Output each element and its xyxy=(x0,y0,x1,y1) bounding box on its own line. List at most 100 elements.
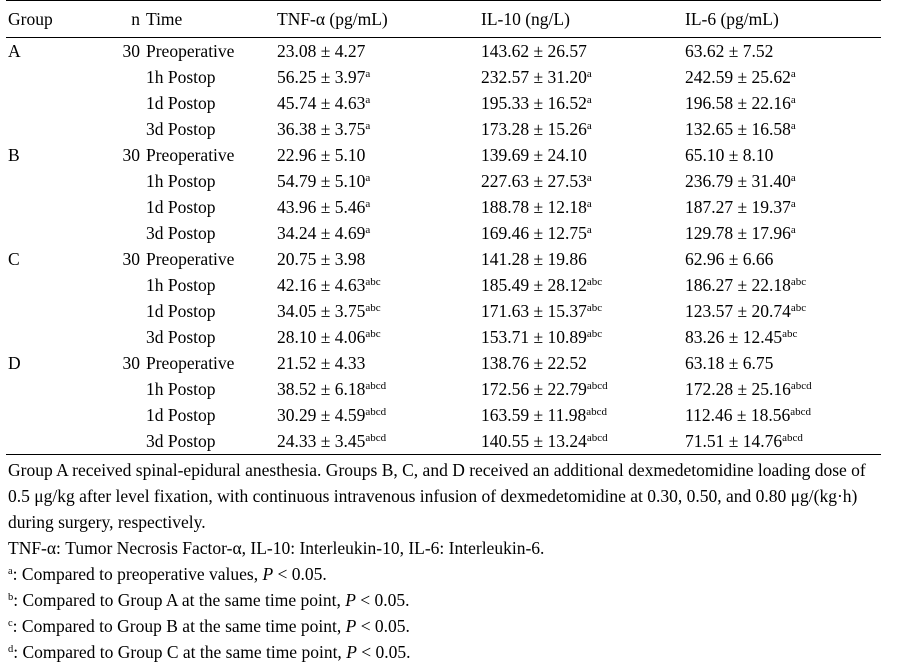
footnote-mark: c xyxy=(8,618,13,629)
significance-marker: abc xyxy=(790,301,807,314)
cell-time-value: 1d Postop xyxy=(146,300,216,321)
cell-time-value: 1d Postop xyxy=(146,404,216,425)
significance-marker: a xyxy=(790,93,796,106)
cell-il6: 196.58 ± 22.16a xyxy=(685,90,881,116)
significance-marker: abcd xyxy=(790,379,812,392)
cell-tnf-value: 21.52 ± 4.33 xyxy=(277,352,366,373)
significance-marker: a xyxy=(586,119,592,132)
cell-n-value: 30 xyxy=(122,248,141,269)
significance-marker: abc xyxy=(586,327,603,340)
cell-tnf-value: 45.74 ± 4.63 xyxy=(277,92,366,113)
cell-group xyxy=(6,272,99,298)
table-row: 3d Postop 24.33 ± 3.45abcd 140.55 ± 13.24a… xyxy=(6,428,881,455)
cell-il10: 141.28 ± 19.86 xyxy=(481,246,685,272)
cell-n xyxy=(99,194,146,220)
cell-n-value: 30 xyxy=(122,144,141,165)
cell-time-value: 1h Postop xyxy=(146,274,216,295)
footnote-threshold: < 0.05. xyxy=(355,590,410,610)
cell-time: 1d Postop xyxy=(146,402,277,428)
cell-time-value: Preoperative xyxy=(146,144,235,165)
significance-marker: a xyxy=(365,223,371,236)
cell-tnf: 45.74 ± 4.63a xyxy=(277,90,481,116)
p-value-label: P xyxy=(262,564,274,584)
cell-il6-value: 196.58 ± 22.16 xyxy=(685,92,791,113)
cell-n xyxy=(99,168,146,194)
significance-marker: abcd xyxy=(365,431,387,444)
footnote-text: : Compared to Group B at the same time p… xyxy=(12,616,346,636)
cell-il6: 187.27 ± 19.37a xyxy=(685,194,881,220)
cell-il10: 173.28 ± 15.26a xyxy=(481,116,685,142)
cell-group xyxy=(6,116,99,142)
cell-n: 30 xyxy=(99,142,146,168)
header-time: Time xyxy=(146,0,277,38)
cell-tnf-value: 34.05 ± 3.75 xyxy=(277,300,366,321)
significance-marker: abcd xyxy=(790,405,811,418)
cell-il6: 63.62 ± 7.52 xyxy=(685,38,881,65)
cell-tnf-value: 36.38 ± 3.75 xyxy=(277,118,366,139)
cell-tnf-value: 24.33 ± 3.45 xyxy=(277,430,366,451)
cell-il10: 227.63 ± 27.53a xyxy=(481,168,685,194)
significance-marker: a xyxy=(586,197,592,210)
significance-marker: abcd xyxy=(586,431,608,444)
cell-il10: 139.69 ± 24.10 xyxy=(481,142,685,168)
cell-n xyxy=(99,402,146,428)
cell-group xyxy=(6,64,99,90)
cell-group: A xyxy=(6,38,99,65)
significance-marker: a xyxy=(365,119,371,132)
cell-tnf: 20.75 ± 3.98 xyxy=(277,246,481,272)
cell-tnf: 36.38 ± 3.75a xyxy=(277,116,481,142)
cell-il10: 143.62 ± 26.57 xyxy=(481,38,685,65)
cell-il6-value: 65.10 ± 8.10 xyxy=(685,144,774,165)
footnote-mark: d xyxy=(8,644,14,655)
cell-il6-value: 62.96 ± 6.66 xyxy=(685,248,774,269)
table-row: 3d Postop 34.24 ± 4.69a 169.46 ± 12.75a 129… xyxy=(6,220,881,246)
significance-marker: a xyxy=(365,67,371,80)
cell-il10: 140.55 ± 13.24abcd xyxy=(481,428,685,455)
table-row: A 30 Preoperative 23.08 ± 4.27 143.62 ± 26.5… xyxy=(6,38,881,65)
significance-marker: abcd xyxy=(586,405,607,418)
footnote-text: : Compared to Group C at the same time p… xyxy=(13,642,347,662)
cell-il10: 153.71 ± 10.89abc xyxy=(481,324,685,350)
cell-time: 1h Postop xyxy=(146,168,277,194)
cell-il6-value: 112.46 ± 18.56 xyxy=(685,404,791,425)
significance-marker: a xyxy=(790,197,796,210)
table-row: 1d Postop 45.74 ± 4.63a 195.33 ± 16.52a 196… xyxy=(6,90,881,116)
cell-time: 1d Postop xyxy=(146,90,277,116)
significance-marker: abcd xyxy=(782,431,803,444)
cell-tnf: 43.96 ± 5.46a xyxy=(277,194,481,220)
cell-tnf: 24.33 ± 3.45abcd xyxy=(277,428,481,455)
cell-il6: 242.59 ± 25.62a xyxy=(685,64,881,90)
cell-time-value: Preoperative xyxy=(146,40,235,61)
cell-tnf-value: 34.24 ± 4.69 xyxy=(277,222,366,243)
cell-time-value: 1h Postop xyxy=(146,170,216,191)
cell-tnf-value: 56.25 ± 3.97 xyxy=(277,66,366,87)
significance-marker: a xyxy=(365,93,371,106)
table-row: 1d Postop 43.96 ± 5.46a 188.78 ± 12.18a 187… xyxy=(6,194,881,220)
cell-tnf: 34.05 ± 3.75abc xyxy=(277,298,481,324)
header-il6: IL-6 (pg/mL) xyxy=(685,0,881,38)
cell-il6-value: 63.62 ± 7.52 xyxy=(685,40,774,61)
cell-il6: 129.78 ± 17.96a xyxy=(685,220,881,246)
cell-time: Preoperative xyxy=(146,246,277,272)
cell-n xyxy=(99,298,146,324)
cell-il10-value: 185.49 ± 28.12 xyxy=(481,274,587,295)
significance-marker: abcd xyxy=(365,405,387,418)
notes-description: Group A received spinal-epidural anesthe… xyxy=(8,460,866,532)
significance-marker: a xyxy=(586,67,592,80)
cell-tnf: 22.96 ± 5.10 xyxy=(277,142,481,168)
table-notes: Group A received spinal-epidural anesthe… xyxy=(6,455,881,665)
cell-il6: 112.46 ± 18.56abcd xyxy=(685,402,881,428)
cell-il6-value: 242.59 ± 25.62 xyxy=(685,66,791,87)
significance-marker: abc xyxy=(365,301,381,314)
cell-tnf-value: 54.79 ± 5.10 xyxy=(277,170,366,191)
p-value-label: P xyxy=(346,642,357,662)
cell-il10-value: 171.63 ± 15.37 xyxy=(481,300,587,321)
cell-il6: 186.27 ± 22.18abc xyxy=(685,272,881,298)
significance-marker: a xyxy=(365,197,371,210)
significance-marker: a xyxy=(586,93,592,106)
header-il10: IL-10 (ng/L) xyxy=(481,0,685,38)
cell-il10-value: 232.57 ± 31.20 xyxy=(481,66,587,87)
cell-group-value: C xyxy=(8,248,20,269)
cell-time: Preoperative xyxy=(146,38,277,65)
cell-il6: 83.26 ± 12.45abc xyxy=(685,324,881,350)
